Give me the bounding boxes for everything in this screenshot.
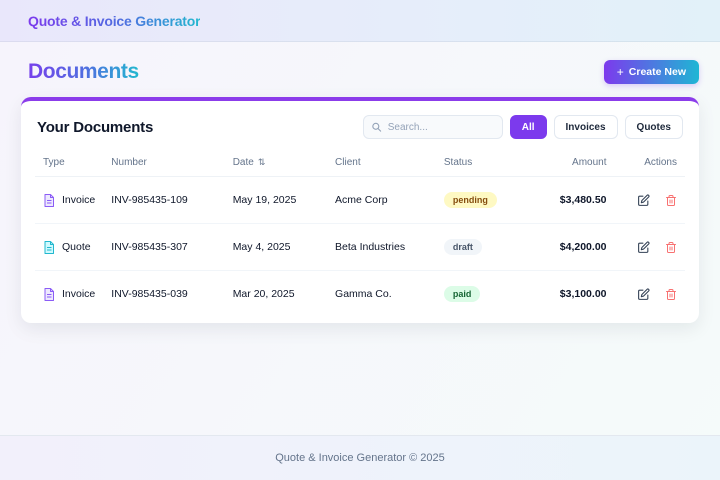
doc-client: Gamma Co. <box>335 288 392 300</box>
status-badge: draft <box>443 239 482 255</box>
doc-number: INV-985435-307 <box>103 223 225 271</box>
filter-all-button[interactable]: All <box>509 115 547 139</box>
create-new-button[interactable]: + Create New <box>603 60 699 84</box>
app-title: Quote & Invoice Generator <box>28 12 201 29</box>
edit-icon <box>638 287 650 300</box>
page-header: Documents + Create New <box>21 60 699 84</box>
trash-icon <box>666 241 676 253</box>
doc-client: Beta Industries <box>327 223 436 271</box>
doc-type: Invoice <box>62 288 96 300</box>
table-row: Quote INV-985435-307 May 4, 2025 Beta In… <box>35 223 685 271</box>
plus-icon: + <box>616 65 624 79</box>
table-row: Invoice INV-985435-109 May 19, 2025 Acme… <box>35 176 685 224</box>
invoice-file-icon <box>44 193 54 207</box>
doc-date: May 19, 2025 <box>224 176 328 224</box>
search-box <box>362 115 503 139</box>
card-title: Your Documents <box>37 118 154 136</box>
page-title: Documents <box>21 60 139 84</box>
column-header-status: Status <box>435 149 532 177</box>
search-input[interactable] <box>362 115 503 139</box>
column-header-date[interactable]: Date ⇅ <box>224 149 328 177</box>
delete-button[interactable] <box>665 194 677 207</box>
edit-icon <box>638 240 650 253</box>
trash-icon <box>666 288 676 300</box>
doc-amount: $4,200.00 <box>531 223 615 271</box>
table-row: Invoice INV-985435-039 Mar 20, 2025 Gamm… <box>35 271 685 318</box>
app-header: Quote & Invoice Generator <box>0 0 720 42</box>
doc-date: Mar 20, 2025 <box>232 288 295 300</box>
status-badge: pending <box>443 192 497 208</box>
doc-type: Quote <box>62 241 91 253</box>
documents-card: Your Documents All Invoices Quotes Type <box>21 97 699 323</box>
filter-invoices-button[interactable]: Invoices <box>553 115 618 139</box>
edit-button[interactable] <box>637 240 650 254</box>
column-header-client: Client <box>327 149 436 177</box>
doc-type: Invoice <box>62 194 96 206</box>
doc-date: May 4, 2025 <box>224 223 328 271</box>
documents-table: Type Number Date ⇅ Client Status Amount A… <box>35 149 685 317</box>
card-controls: All Invoices Quotes <box>362 115 683 139</box>
filter-quotes-button[interactable]: Quotes <box>624 115 683 139</box>
table-header-row: Type Number Date ⇅ Client Status Amount A… <box>35 149 685 177</box>
main-content: Documents + Create New Your Documents Al… <box>0 42 720 435</box>
column-header-number: Number <box>103 149 225 177</box>
create-new-label: Create New <box>628 66 686 78</box>
status-badge: paid <box>443 286 481 302</box>
edit-button[interactable] <box>637 287 650 301</box>
delete-button[interactable] <box>665 241 677 254</box>
column-header-actions: Actions <box>614 149 685 177</box>
invoice-file-icon <box>44 287 54 301</box>
edit-button[interactable] <box>637 193 650 207</box>
quote-file-icon <box>44 240 54 254</box>
trash-icon <box>666 194 676 206</box>
footer-text: Quote & Invoice Generator © 2025 <box>275 452 445 464</box>
page-footer: Quote & Invoice Generator © 2025 <box>0 435 720 480</box>
doc-number: INV-985435-039 <box>111 288 188 300</box>
doc-amount: $3,480.50 <box>531 176 615 224</box>
column-header-type: Type <box>35 149 104 177</box>
doc-number: INV-985435-109 <box>103 176 225 224</box>
sort-icon: ⇅ <box>257 157 266 167</box>
doc-amount: $3,100.00 <box>559 288 607 300</box>
column-header-amount: Amount <box>531 149 615 177</box>
search-icon <box>372 122 381 132</box>
delete-button[interactable] <box>665 288 677 301</box>
doc-client: Acme Corp <box>327 176 436 224</box>
card-header: Your Documents All Invoices Quotes <box>35 115 685 139</box>
edit-icon <box>638 193 650 206</box>
